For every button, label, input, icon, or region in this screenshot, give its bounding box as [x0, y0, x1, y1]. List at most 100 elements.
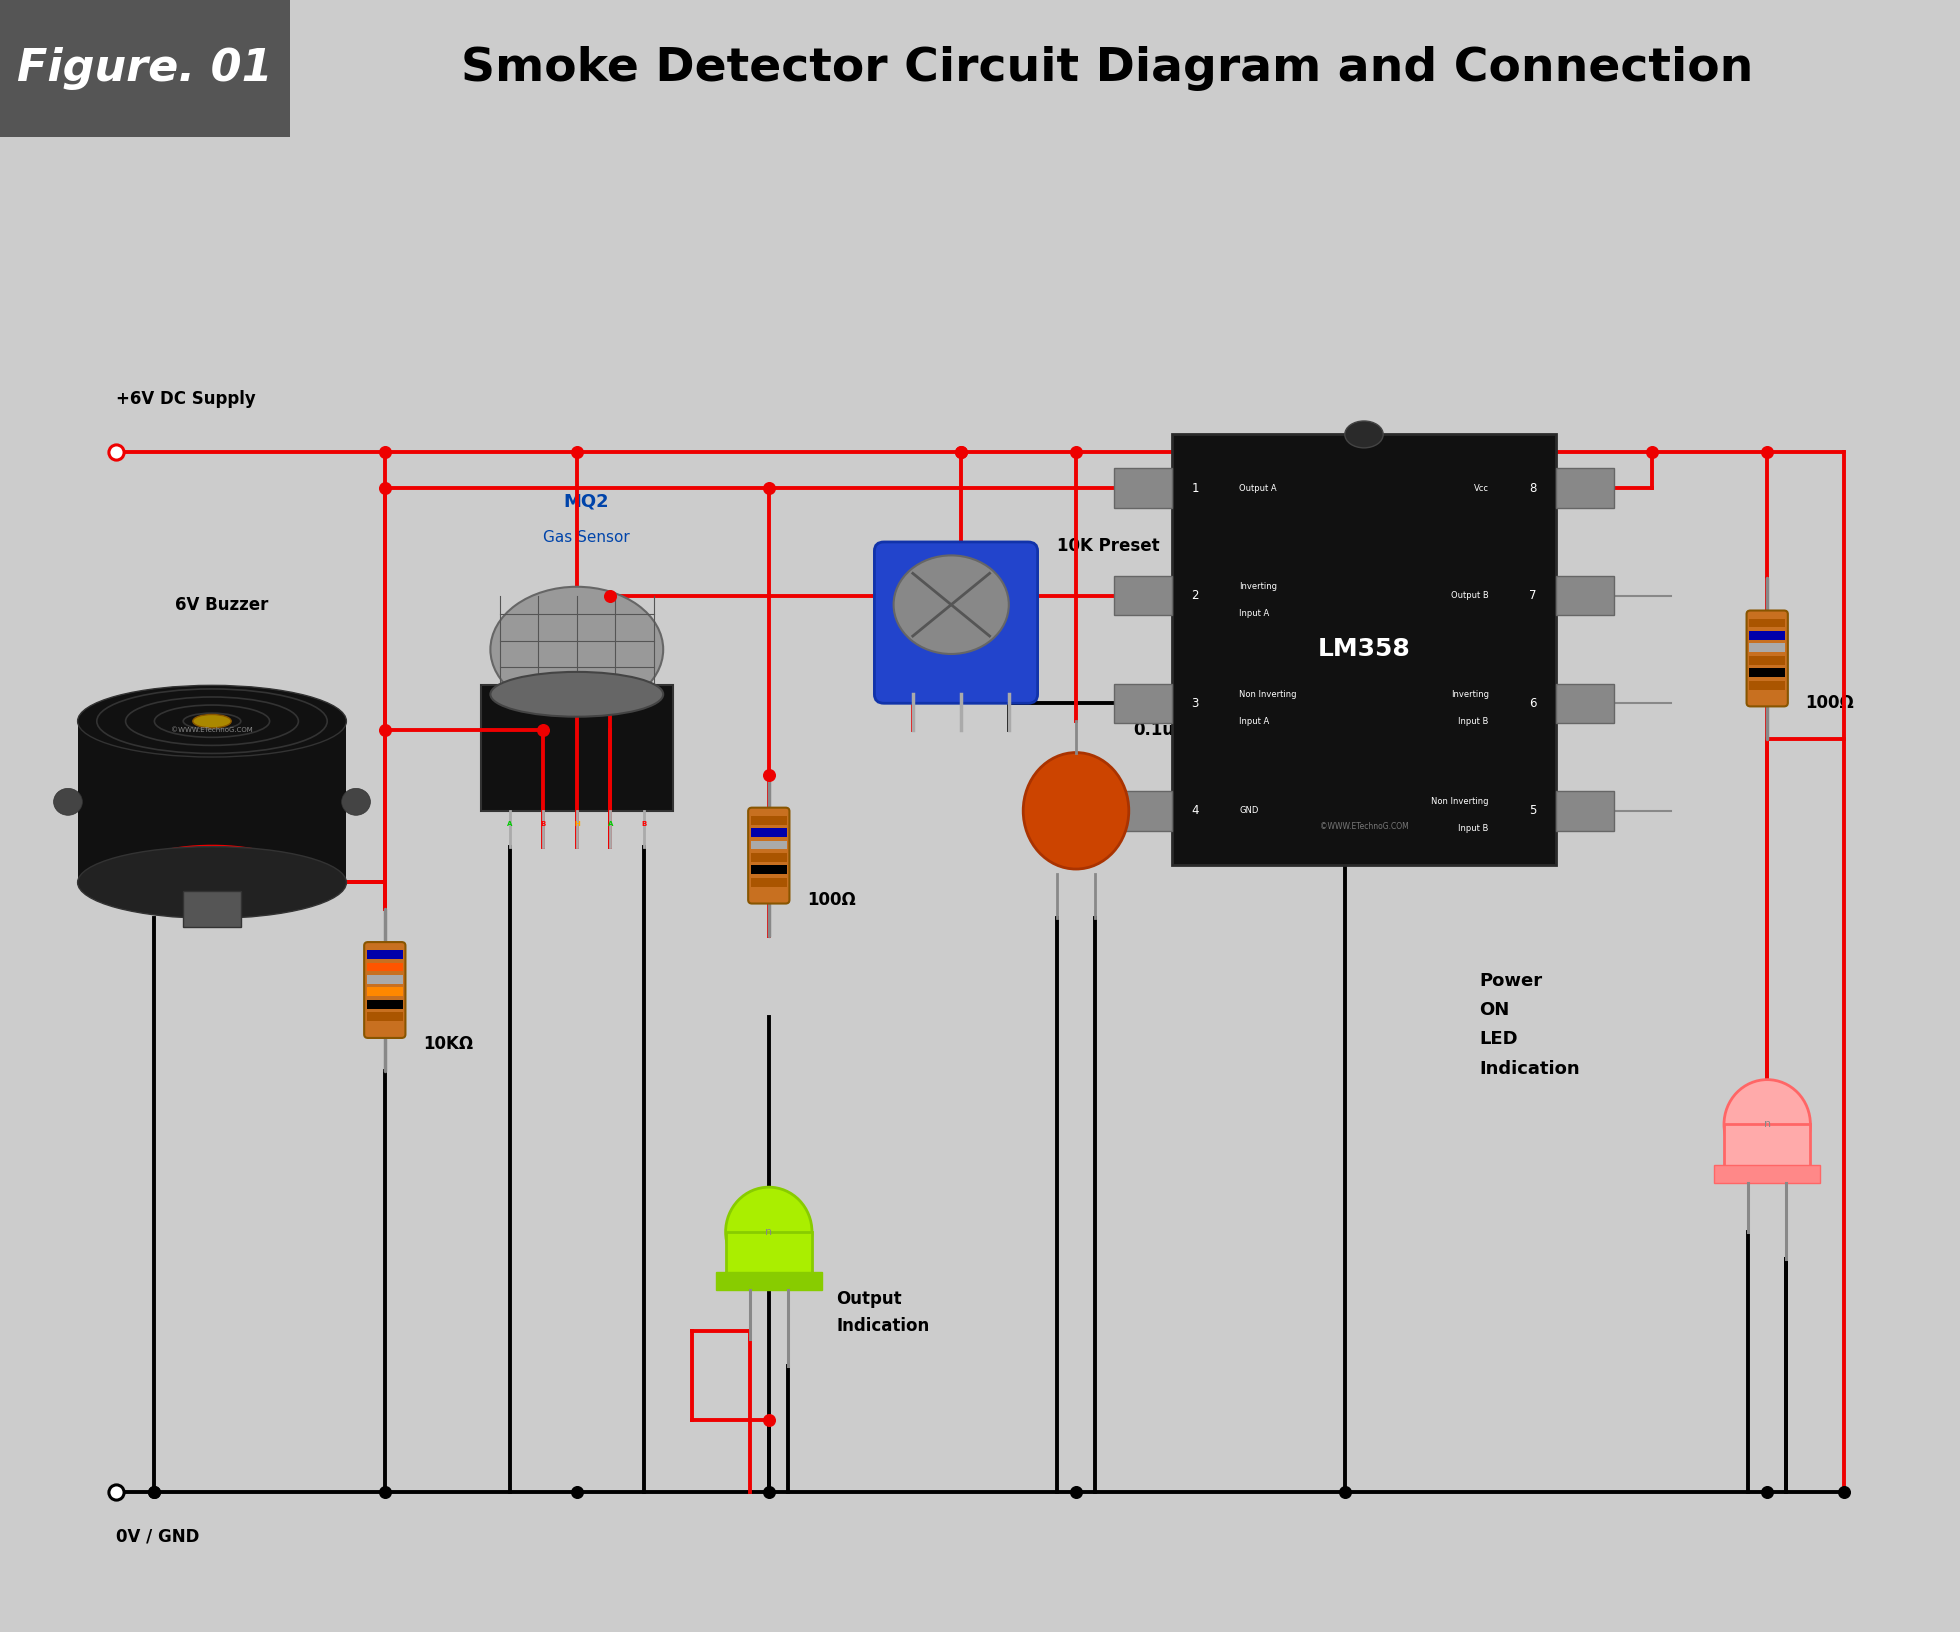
FancyBboxPatch shape: [1746, 610, 1788, 707]
Bar: [1556, 684, 1613, 723]
Bar: [0, 0, 290, 137]
Ellipse shape: [1725, 1080, 1811, 1169]
Text: Gas Sensor: Gas Sensor: [543, 530, 629, 545]
Text: H: H: [574, 821, 580, 827]
Bar: [367, 974, 402, 984]
Bar: [1750, 667, 1786, 677]
Bar: [480, 685, 672, 811]
Text: Output
Indication: Output Indication: [837, 1291, 929, 1335]
Bar: [367, 963, 402, 971]
Bar: [751, 878, 786, 886]
Bar: [1556, 792, 1613, 831]
Bar: [1750, 632, 1786, 640]
Text: B: B: [541, 821, 545, 827]
Point: [1752, 439, 1784, 465]
Circle shape: [341, 788, 370, 816]
Text: 0V / GND: 0V / GND: [116, 1528, 200, 1546]
Point: [945, 439, 976, 465]
Bar: [78, 721, 347, 883]
Bar: [1115, 576, 1172, 615]
Point: [368, 1479, 400, 1505]
Ellipse shape: [725, 1186, 811, 1276]
Text: n: n: [1764, 1120, 1770, 1129]
Bar: [1172, 434, 1556, 865]
Bar: [1115, 468, 1172, 508]
Text: GND: GND: [1239, 806, 1258, 816]
Text: 2: 2: [1192, 589, 1200, 602]
FancyBboxPatch shape: [365, 942, 406, 1038]
Bar: [1715, 1165, 1821, 1183]
Bar: [751, 840, 786, 849]
Bar: [751, 865, 786, 875]
Text: 100Ω: 100Ω: [1805, 694, 1854, 712]
Text: 7: 7: [1529, 589, 1537, 602]
Text: 8: 8: [1529, 481, 1537, 494]
Bar: [715, 1273, 821, 1291]
FancyBboxPatch shape: [874, 542, 1037, 703]
Text: 10K Preset: 10K Preset: [1056, 537, 1160, 555]
Point: [1060, 1479, 1092, 1505]
Bar: [367, 950, 402, 960]
Text: n: n: [764, 1227, 772, 1237]
Bar: [751, 854, 786, 862]
Ellipse shape: [490, 672, 662, 716]
Bar: [1115, 792, 1172, 831]
Text: A: A: [608, 821, 613, 827]
Text: Inverting: Inverting: [1239, 583, 1278, 591]
Bar: [1750, 643, 1786, 653]
Text: ©WWW.ETechnoG.COM: ©WWW.ETechnoG.COM: [1319, 823, 1409, 831]
Point: [1752, 1479, 1784, 1505]
Bar: [1556, 576, 1613, 615]
Text: A: A: [508, 821, 512, 827]
Text: LM358: LM358: [1317, 638, 1411, 661]
Text: 0.1uF: 0.1uF: [1133, 721, 1186, 739]
Bar: [1115, 684, 1172, 723]
Point: [753, 1407, 784, 1433]
Ellipse shape: [78, 685, 347, 757]
Text: Inverting: Inverting: [1450, 690, 1490, 698]
Bar: [367, 1000, 402, 1009]
Text: 4: 4: [1192, 805, 1200, 818]
FancyBboxPatch shape: [749, 808, 790, 904]
Point: [945, 439, 976, 465]
Text: MQ2: MQ2: [564, 493, 610, 511]
Point: [594, 583, 625, 609]
Point: [753, 762, 784, 788]
Text: Output B: Output B: [1450, 591, 1490, 601]
Bar: [1750, 656, 1786, 664]
Bar: [1725, 1124, 1811, 1169]
Point: [368, 716, 400, 743]
Bar: [182, 891, 241, 927]
Point: [1829, 1479, 1860, 1505]
Bar: [1750, 619, 1786, 627]
Bar: [1750, 681, 1786, 689]
Bar: [367, 987, 402, 996]
Point: [561, 439, 592, 465]
Point: [561, 1479, 592, 1505]
Text: Input B: Input B: [1458, 824, 1490, 834]
Text: Input A: Input A: [1239, 716, 1270, 726]
Point: [139, 1479, 171, 1505]
Bar: [751, 816, 786, 824]
Bar: [751, 827, 786, 837]
Point: [1637, 439, 1668, 465]
Circle shape: [53, 788, 82, 816]
Text: Figure. 01: Figure. 01: [18, 47, 272, 90]
Point: [100, 1479, 131, 1505]
Text: B: B: [641, 821, 647, 827]
Point: [753, 1479, 784, 1505]
Point: [1060, 439, 1092, 465]
Text: Input B: Input B: [1458, 716, 1490, 726]
Text: Smoke Detector Circuit Diagram and Connection: Smoke Detector Circuit Diagram and Conne…: [461, 46, 1754, 91]
Text: Vcc: Vcc: [1474, 483, 1490, 493]
Ellipse shape: [1023, 752, 1129, 868]
Text: Non Inverting: Non Inverting: [1239, 690, 1298, 698]
Point: [1329, 1479, 1360, 1505]
Text: Non Inverting: Non Inverting: [1431, 798, 1490, 806]
Text: +6V DC Supply: +6V DC Supply: [116, 390, 255, 408]
Text: 10KΩ: 10KΩ: [423, 1035, 472, 1053]
Text: Power
ON
LED
Indication: Power ON LED Indication: [1480, 973, 1580, 1077]
Text: 1: 1: [1192, 481, 1200, 494]
Text: 6V Buzzer: 6V Buzzer: [174, 596, 269, 614]
Bar: [725, 1232, 811, 1276]
